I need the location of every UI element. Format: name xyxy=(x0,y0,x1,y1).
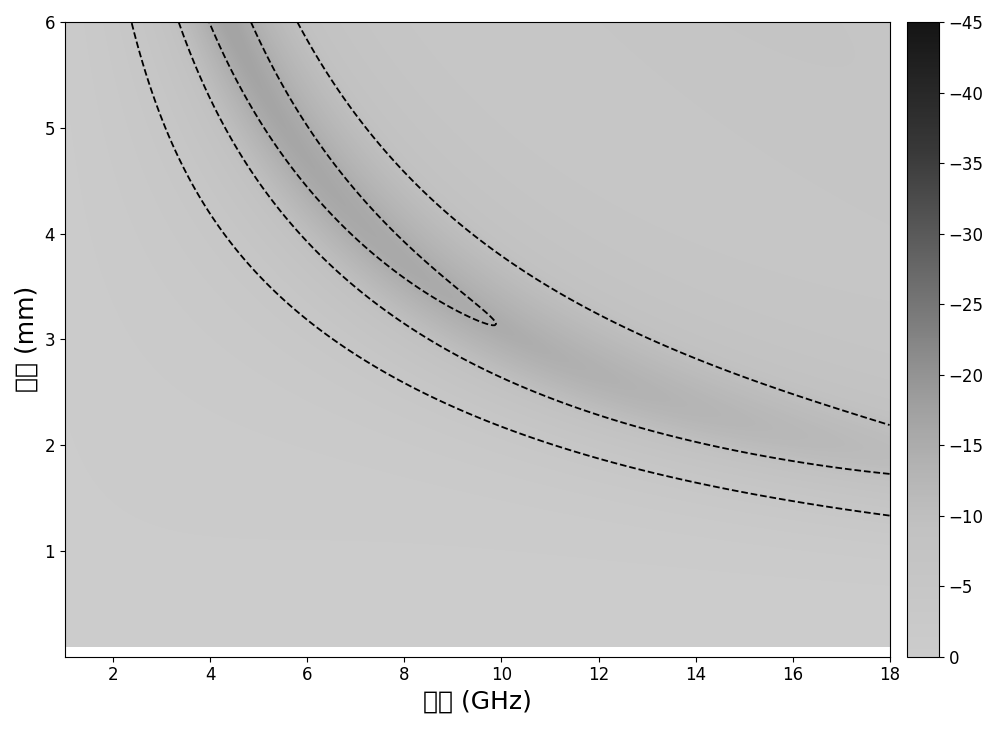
Y-axis label: 厚度 (mm): 厚度 (mm) xyxy=(15,286,39,392)
X-axis label: 频率 (GHz): 频率 (GHz) xyxy=(423,690,532,714)
